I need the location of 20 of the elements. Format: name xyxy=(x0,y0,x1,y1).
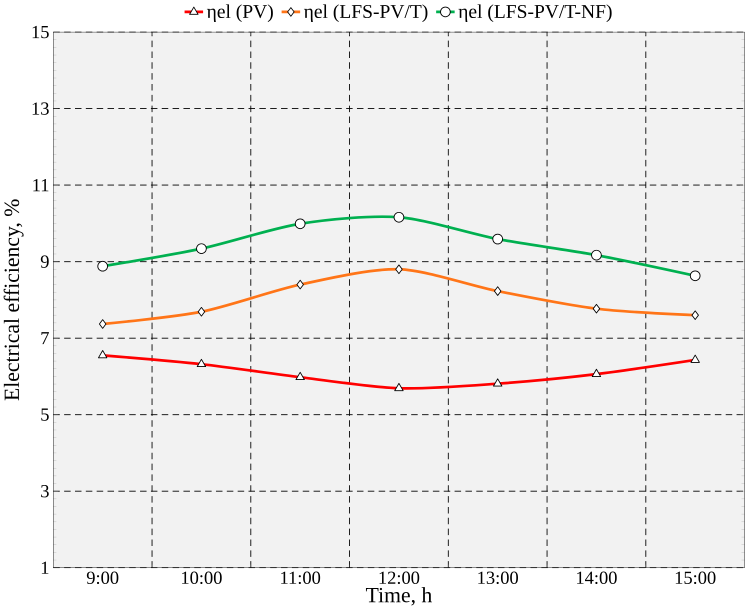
y-tick-label: 9 xyxy=(40,255,49,268)
x-tick-label: 14:00 xyxy=(577,571,617,584)
x-tick-label: 15:00 xyxy=(676,571,716,584)
x-tick-label: 11:00 xyxy=(281,571,320,584)
x-tick-label: 10:00 xyxy=(182,571,222,584)
y-tick-label: 13 xyxy=(32,102,49,115)
y-tick-label: 7 xyxy=(41,332,49,344)
x-tick-label: 12:00 xyxy=(380,571,420,584)
x-tick-label: 13:00 xyxy=(478,571,518,584)
y-tick-label: 11 xyxy=(33,178,48,192)
y-tick-label: 1 xyxy=(42,562,48,574)
x-tick-label: 9:00 xyxy=(86,571,118,584)
legend-label: ηel (PV) xyxy=(206,4,273,22)
y-axis-title: Electrical efficiency, % xyxy=(4,199,24,400)
y-tick-label: 3 xyxy=(41,484,49,498)
legend-label: ηel (LFS-PV/T) xyxy=(304,4,428,22)
y-tick-label: 15 xyxy=(32,26,49,38)
legend-label: ηel (LFS-PV/T-NF) xyxy=(458,4,612,22)
y-tick-label: 5 xyxy=(41,408,49,421)
x-axis-title: Time, h xyxy=(366,587,432,606)
